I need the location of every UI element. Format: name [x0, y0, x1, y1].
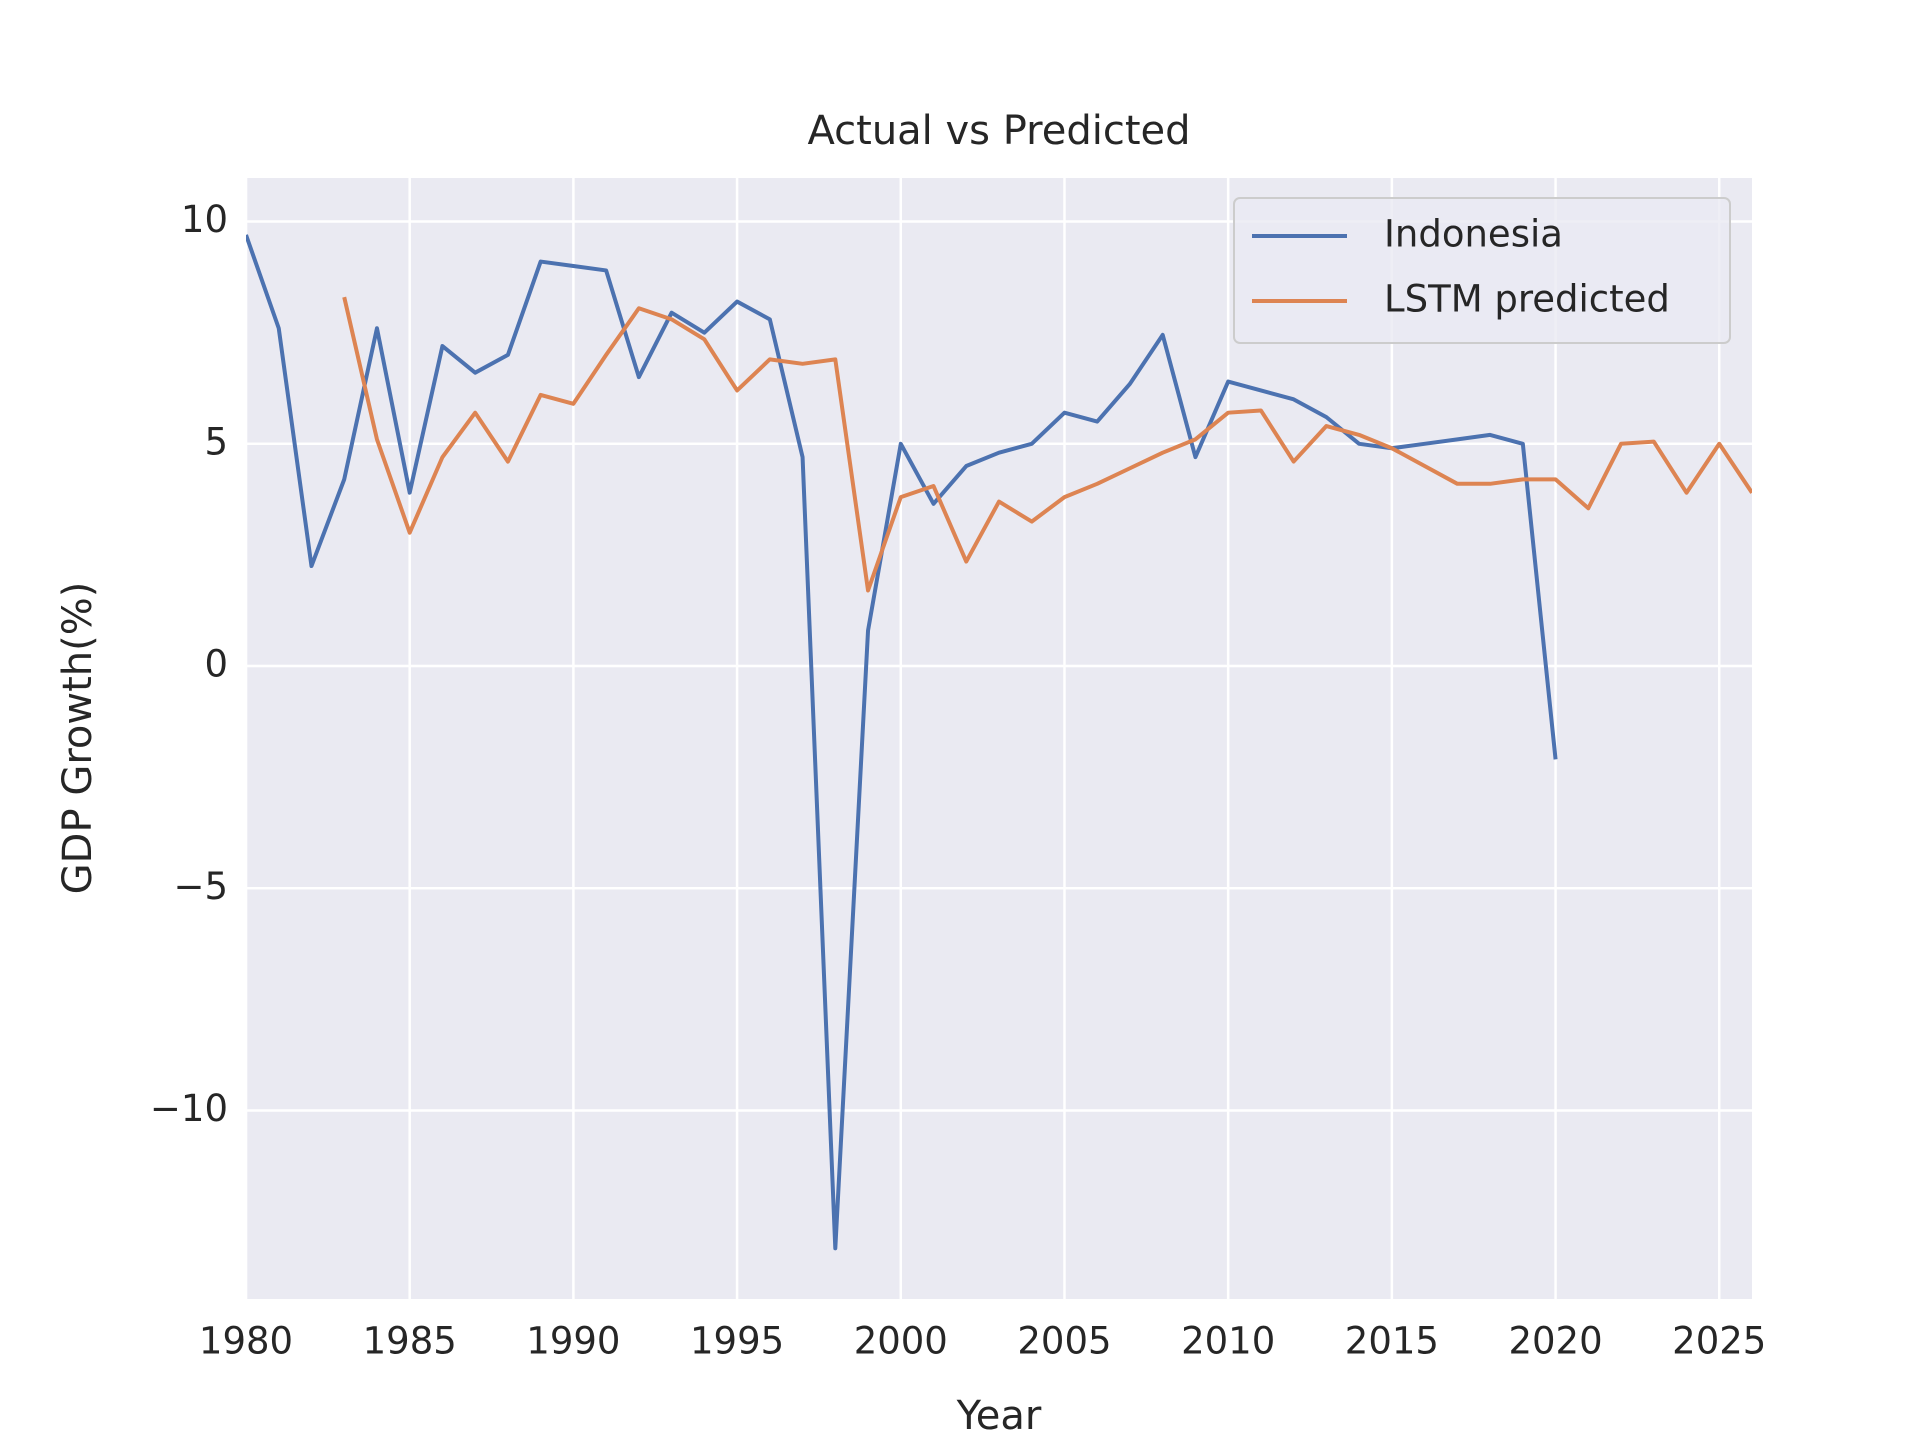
x-tick-label: 2020 — [1508, 1320, 1602, 1363]
y-tick-label: −10 — [150, 1087, 228, 1130]
x-tick-label: 2005 — [1017, 1320, 1111, 1363]
y-axis-label: GDP Growth(%) — [55, 582, 101, 895]
chart-title: Actual vs Predicted — [807, 108, 1190, 154]
x-tick-label: 2015 — [1345, 1320, 1439, 1363]
plot-area — [246, 178, 1752, 1299]
lines — [246, 234, 1752, 1251]
x-tick-label: 1980 — [199, 1320, 293, 1363]
x-axis-label: Year — [956, 1393, 1042, 1439]
y-tick-label: 10 — [181, 198, 228, 241]
series-line — [246, 234, 1558, 1251]
y-tick-label: 5 — [204, 420, 228, 463]
x-tick-label: 2010 — [1181, 1320, 1275, 1363]
y-tick-label: −5 — [173, 865, 228, 908]
x-tick-label: 2000 — [854, 1320, 948, 1363]
grid — [244, 178, 1752, 1299]
x-tick-label: 2025 — [1672, 1320, 1766, 1363]
legend-box — [1233, 197, 1731, 344]
series-line — [342, 296, 1752, 593]
x-tick-label: 1985 — [363, 1320, 457, 1363]
legend-label: Indonesia — [1384, 213, 1563, 256]
x-tick-label: 1990 — [526, 1320, 620, 1363]
x-tick-label: 1995 — [690, 1320, 784, 1363]
y-tick-label: 0 — [204, 643, 228, 686]
legend-label: LSTM predicted — [1384, 278, 1670, 321]
